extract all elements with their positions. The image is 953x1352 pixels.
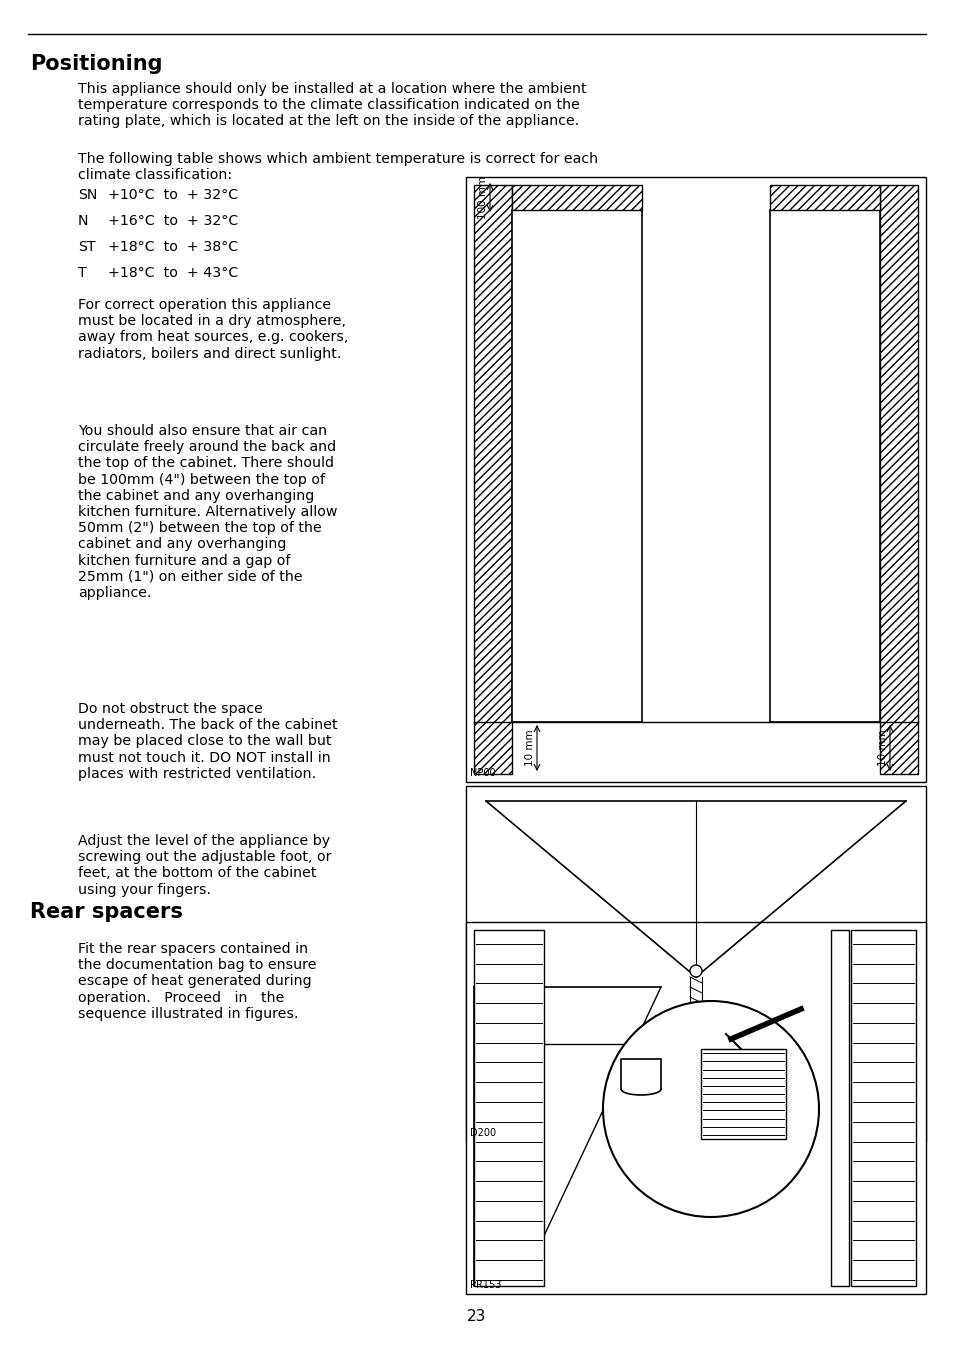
- Bar: [879, 185, 917, 773]
- Text: You should also ensure that air can
circulate freely around the back and
the top: You should also ensure that air can circ…: [78, 425, 337, 600]
- Text: This appliance should only be installed at a location where the ambient
temperat: This appliance should only be installed …: [78, 82, 586, 128]
- Bar: [830, 930, 848, 1286]
- Bar: [769, 210, 879, 722]
- Wedge shape: [723, 1053, 757, 1067]
- Text: +10°C  to  + 32°C: +10°C to + 32°C: [108, 188, 238, 201]
- Bar: [465, 922, 925, 1294]
- Bar: [512, 185, 641, 210]
- Bar: [769, 185, 879, 210]
- Text: 10 mm: 10 mm: [877, 730, 887, 767]
- Text: 100 mm: 100 mm: [477, 176, 488, 219]
- Circle shape: [689, 965, 701, 977]
- Bar: [512, 210, 641, 722]
- Text: The following table shows which ambient temperature is correct for each
climate : The following table shows which ambient …: [78, 151, 598, 183]
- Text: PR153: PR153: [470, 1280, 501, 1290]
- Text: 23: 23: [467, 1309, 486, 1324]
- Text: Adjust the level of the appliance by
screwing out the adjustable foot, or
feet, : Adjust the level of the appliance by scr…: [78, 834, 331, 896]
- Text: SN: SN: [78, 188, 97, 201]
- Bar: [850, 930, 915, 1286]
- Text: N: N: [78, 214, 89, 228]
- Text: T: T: [78, 266, 87, 280]
- Text: For correct operation this appliance
must be located in a dry atmosphere,
away f: For correct operation this appliance mus…: [78, 297, 348, 361]
- Bar: [700, 1049, 785, 1138]
- Bar: [474, 185, 512, 773]
- Text: +18°C  to  + 43°C: +18°C to + 43°C: [108, 266, 238, 280]
- Text: Rear spacers: Rear spacers: [30, 902, 183, 922]
- Ellipse shape: [668, 1018, 722, 1040]
- Text: 10 mm: 10 mm: [524, 730, 535, 767]
- Bar: [465, 177, 925, 781]
- Text: Positioning: Positioning: [30, 54, 162, 74]
- Text: +18°C  to  + 38°C: +18°C to + 38°C: [108, 241, 238, 254]
- Text: +16°C  to  + 32°C: +16°C to + 32°C: [108, 214, 238, 228]
- Text: D200: D200: [470, 1128, 496, 1138]
- Text: Fit the rear spacers contained in
the documentation bag to ensure
escape of heat: Fit the rear spacers contained in the do…: [78, 942, 316, 1021]
- Wedge shape: [634, 1053, 667, 1067]
- Bar: [465, 786, 925, 1142]
- Text: ST: ST: [78, 241, 95, 254]
- Bar: [474, 930, 543, 1286]
- Text: NP00: NP00: [470, 768, 496, 777]
- Circle shape: [602, 1000, 818, 1217]
- Text: Do not obstruct the space
underneath. The back of the cabinet
may be placed clos: Do not obstruct the space underneath. Th…: [78, 702, 337, 781]
